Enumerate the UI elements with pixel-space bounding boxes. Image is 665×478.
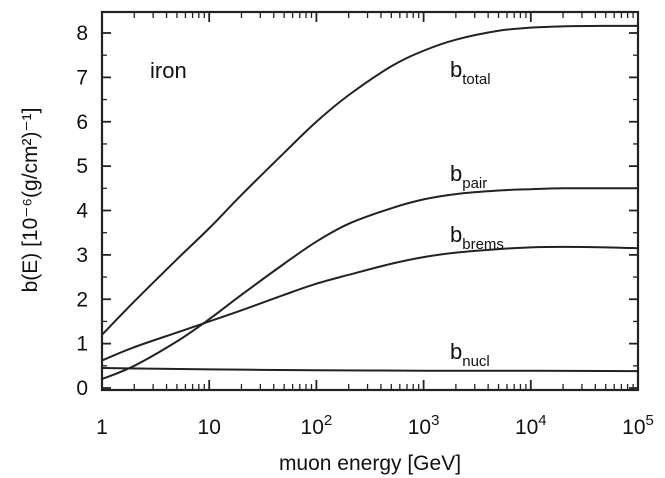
x-tick-labels: 1 10 102 103 104 105 bbox=[96, 412, 654, 439]
y-tick-label: 3 bbox=[76, 244, 88, 267]
series-line-total bbox=[101, 24, 639, 336]
y-tick-label: 7 bbox=[76, 66, 88, 89]
series-line-pair bbox=[101, 187, 638, 381]
x-tick-label: 104 bbox=[515, 412, 547, 439]
y-tick-label: 0 bbox=[76, 377, 88, 400]
x-tick-label: 103 bbox=[408, 412, 440, 439]
series-label-nucl: bnucl bbox=[450, 339, 490, 370]
x-tick-label: 105 bbox=[622, 412, 654, 439]
x-tick-label: 10 bbox=[198, 416, 221, 439]
y-tick-labels: 0 1 2 3 4 5 6 7 8 bbox=[76, 22, 88, 400]
y-tick-label: 8 bbox=[76, 22, 88, 45]
y-tick-label: 5 bbox=[76, 155, 88, 178]
x-axis-label: muon energy [GeV] bbox=[279, 452, 461, 475]
axis-ticks bbox=[101, 12, 638, 390]
plot-frame bbox=[100, 10, 640, 392]
y-tick-label: 6 bbox=[76, 111, 88, 134]
series-labels: btotal bpair bbrems bnucl bbox=[450, 57, 504, 370]
y-tick-label: 2 bbox=[76, 288, 88, 311]
series-label-total: btotal bbox=[450, 57, 491, 88]
y-axis-label: b(E) [10⁻⁶(g/cm²)⁻¹] bbox=[19, 108, 42, 293]
series-line-nucl bbox=[101, 367, 639, 373]
series-line-brems bbox=[101, 245, 639, 362]
series-curves bbox=[101, 24, 639, 381]
y-tick-label: 1 bbox=[76, 333, 88, 356]
x-tick-label: 1 bbox=[96, 416, 108, 439]
series-label-brems: bbrems bbox=[450, 222, 504, 253]
annotation-iron: iron bbox=[150, 58, 187, 83]
y-tick-label: 4 bbox=[76, 200, 88, 223]
series-label-pair: bpair bbox=[450, 161, 487, 192]
x-tick-label: 102 bbox=[301, 412, 333, 439]
